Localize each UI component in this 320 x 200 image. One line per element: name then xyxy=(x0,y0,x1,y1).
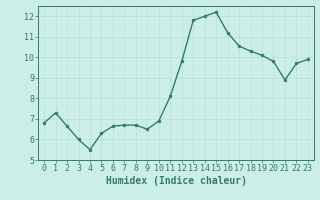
X-axis label: Humidex (Indice chaleur): Humidex (Indice chaleur) xyxy=(106,176,246,186)
